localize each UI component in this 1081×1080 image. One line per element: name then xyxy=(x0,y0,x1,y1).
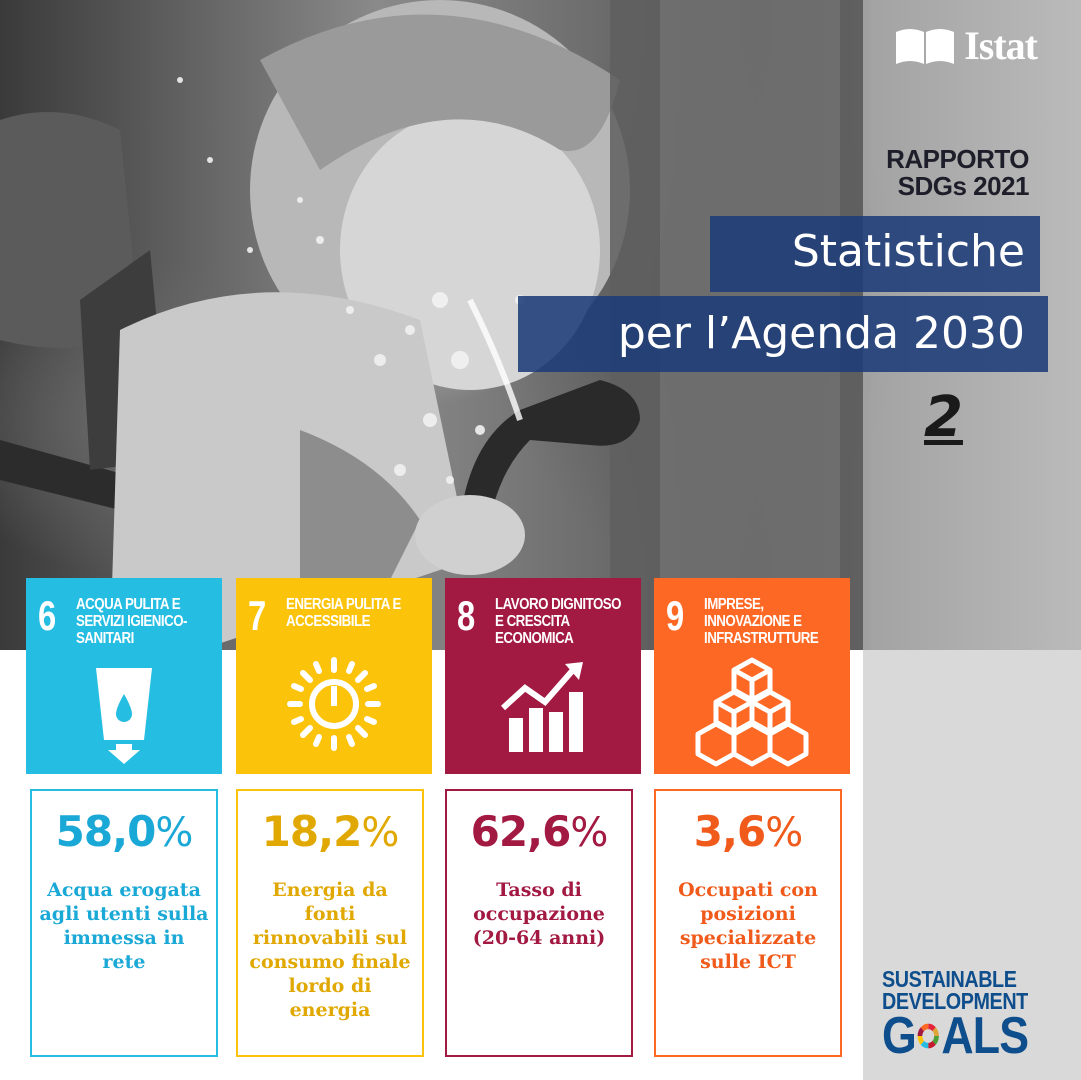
stat-description: Acqua erogata agli utenti sulla immessa … xyxy=(39,879,209,973)
goal-name: ENERGIA PULITA E ACCESSIBILE xyxy=(286,596,401,630)
goal-number: 8 xyxy=(457,592,475,639)
sun-power-icon xyxy=(287,657,381,751)
title-line-1: Statistiche xyxy=(791,226,1025,277)
title-line-2: per l’Agenda 2030 xyxy=(617,308,1025,359)
stat-value: 58,0% xyxy=(55,807,194,856)
stat-description: Energia da fonti rinnovabili sul consumo… xyxy=(249,879,411,1021)
stat-value: 62,6% xyxy=(470,807,609,856)
goal-number: 7 xyxy=(248,592,266,639)
sdg-logo-als: ALS xyxy=(941,1007,1029,1065)
cubes-icon xyxy=(695,657,809,767)
goal-tile-6[interactable]: 6 ACQUA PULITA E SERVIZI IGIENICO-SANITA… xyxy=(26,578,222,774)
stat-value: 3,6% xyxy=(693,807,803,856)
stat-description: Tasso di occupazione (20-64 anni) xyxy=(472,879,606,949)
gray-side-panel-bottom xyxy=(863,650,1081,1080)
stat-box-goal-9: 3,6% Occupati con posizioni specializzat… xyxy=(654,789,842,1057)
sdg-logo[interactable]: SUSTAINABLE DEVELOPMENT G ALS xyxy=(882,966,1052,1065)
sdg-logo-g: G xyxy=(882,1007,917,1065)
water-glass-icon xyxy=(96,668,152,764)
goal-number: 6 xyxy=(38,592,56,639)
stat-description: Occupati con posizioni specializzate sul… xyxy=(678,879,818,973)
title-band-1 xyxy=(710,216,1040,292)
stat-box-goal-8: 62,6% Tasso di occupazione (20-64 anni) xyxy=(445,789,633,1057)
report-label-line1: RAPPORTO xyxy=(886,144,1029,174)
goal-tile-9[interactable]: 9 IMPRESE, INNOVAZIONE E INFRASTRUTTURE xyxy=(654,578,850,774)
stat-box-goal-7: 18,2% Energia da fonti rinnovabili sul c… xyxy=(236,789,424,1057)
growth-chart-icon xyxy=(500,662,583,752)
istat-logo-text: Istat xyxy=(964,23,1038,68)
report-label: RAPPORTO SDGs 2021 xyxy=(886,146,1029,200)
istat-logo[interactable]: Istat xyxy=(894,22,1038,69)
goal-tile-7[interactable]: 7 ENERGIA PULITA E ACCESSIBILE xyxy=(236,578,432,774)
sdg-logo-goals: G ALS xyxy=(882,1007,1029,1065)
sdg-color-wheel-icon xyxy=(917,1023,940,1049)
stat-value: 18,2% xyxy=(261,807,400,856)
goal-tile-8[interactable]: 8 LAVORO DIGNITOSO E CRESCITA ECONOMICA xyxy=(445,578,641,774)
report-label-line2: SDGs 2021 xyxy=(897,171,1030,201)
title-band-2 xyxy=(518,296,1048,372)
goal-name: IMPRESE, INNOVAZIONE E INFRASTRUTTURE xyxy=(704,596,819,647)
stat-box-goal-6: 58,0% Acqua erogata agli utenti sulla im… xyxy=(30,789,218,1057)
goal-name: LAVORO DIGNITOSO E CRESCITA ECONOMICA xyxy=(495,596,622,647)
goal-name: ACQUA PULITA E SERVIZI IGIENICO-SANITARI xyxy=(76,596,187,647)
open-book-icon xyxy=(896,28,955,64)
sdg-logo-line1: SUSTAINABLE xyxy=(882,966,1017,992)
goal-number: 9 xyxy=(666,592,684,639)
volume-number: 2 xyxy=(924,385,963,450)
sdg-logo-line2: DEVELOPMENT xyxy=(882,988,1028,1014)
photo-illustration xyxy=(0,0,870,650)
